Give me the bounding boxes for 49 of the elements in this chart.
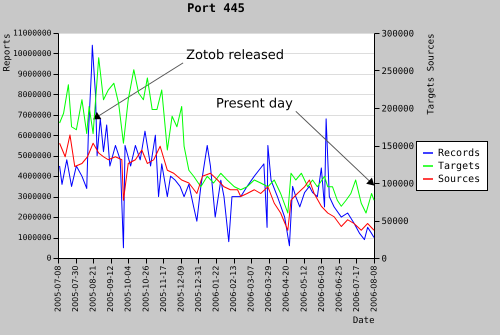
x-tick-label: 2006-06-25 xyxy=(334,266,344,312)
y2-tick-label: 200000 xyxy=(382,104,414,114)
y2-axis-title: Targets Sources xyxy=(426,34,436,115)
y-axis-title: Reports xyxy=(2,34,12,72)
x-tick-label: 2006-08-08 xyxy=(370,266,378,312)
legend-label: Records xyxy=(438,148,480,159)
y-tick-label: 3000000 xyxy=(18,192,52,202)
y-tick-label: 0 xyxy=(46,254,52,262)
y-tick-label: 2000000 xyxy=(18,212,52,222)
y-tick-label: 11000000 xyxy=(12,28,52,38)
x-tick-label: 2005-10-26 xyxy=(141,266,150,312)
x-tick-label: 2005-07-30 xyxy=(71,266,80,312)
annotation: Present day xyxy=(216,96,294,112)
legend-label: Targets xyxy=(438,161,480,172)
x-tick-label: 2005-12-09 xyxy=(176,266,186,312)
x-tick-label: 2005-07-08 xyxy=(54,266,62,312)
annotation: Zotob released xyxy=(186,48,284,63)
x-tick-label: 2006-04-20 xyxy=(282,266,291,312)
y-tick-label: 10000000 xyxy=(12,48,52,58)
y-tick-label: 5000000 xyxy=(18,151,52,160)
y2-tick-label: 150000 xyxy=(382,142,414,152)
y-tick-label: 6000000 xyxy=(18,130,52,140)
x-tick-label: 2006-01-22 xyxy=(212,266,220,312)
x-tick-label: 2006-06-03 xyxy=(316,266,326,312)
y-tick-label: 9000000 xyxy=(18,69,52,78)
x-axis-title: Date xyxy=(352,316,374,326)
x-tick-label: 2006-03-07 xyxy=(246,266,256,312)
line-series xyxy=(59,44,374,248)
x-tick-label: 2006-07-17 xyxy=(352,266,361,312)
y-tick-label: 4000000 xyxy=(18,172,52,181)
x-tick-label: 2005-11-17 xyxy=(158,266,168,312)
y-tick-label: 1000000 xyxy=(18,233,52,242)
x-tick-label: 2005-08-21 xyxy=(88,266,98,312)
x-tick-label: 2006-03-29 xyxy=(264,266,274,312)
y2-tick-label: 300000 xyxy=(382,30,414,40)
x-tick-label: 2005-09-12 xyxy=(106,266,116,312)
x-tick-label: 2006-02-13 xyxy=(229,266,238,312)
y2-tick-label: 0 xyxy=(382,254,387,264)
y-tick-label: 8000000 xyxy=(18,90,52,99)
x-tick-label: 2006-05-12 xyxy=(299,266,308,312)
y2-tick-label: 100000 xyxy=(382,180,414,190)
y2-tick-label: 50000 xyxy=(382,217,409,227)
legend-label: Sources xyxy=(438,174,480,185)
chart-title: Port 445 xyxy=(187,1,245,15)
line-series xyxy=(59,134,374,231)
x-tick-label: 2005-10-04 xyxy=(124,266,133,312)
y2-tick-label: 250000 xyxy=(382,67,414,77)
y-tick-label: 7000000 xyxy=(18,110,52,120)
x-tick-label: 2005-12-31 xyxy=(194,266,203,312)
